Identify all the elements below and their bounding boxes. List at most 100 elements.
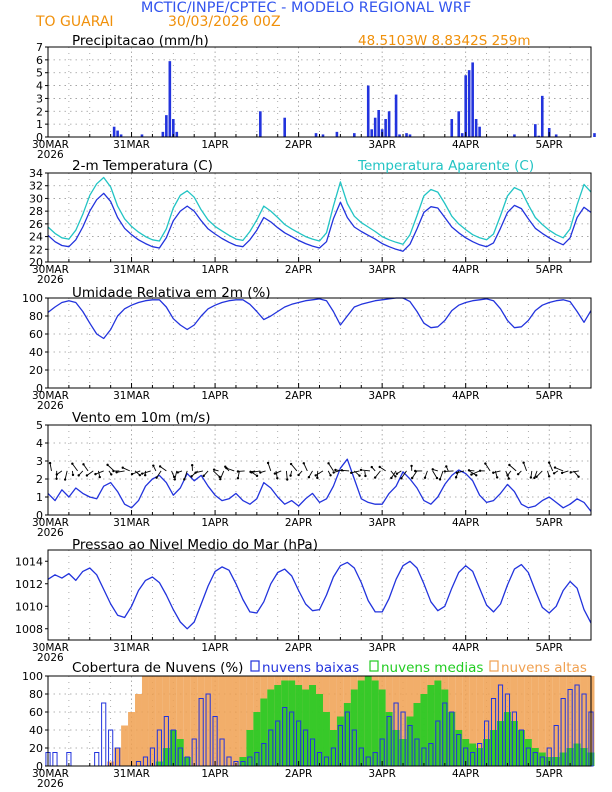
clouds-xtick-label: 4APR <box>452 768 480 780</box>
wind-arrow-head <box>115 471 118 474</box>
wind-arrow-head <box>225 466 228 470</box>
wind-arrow-head <box>55 473 59 476</box>
wind-arrow-head <box>560 471 564 475</box>
wind-arrow <box>174 470 178 480</box>
wind-arrow <box>116 470 125 473</box>
wind-arrow-head <box>394 475 397 478</box>
cloud-bar-mid <box>538 752 546 766</box>
precip-bar <box>398 134 401 137</box>
wind-arrow-head <box>94 472 97 476</box>
cloud-bar-high <box>566 676 574 766</box>
cloud-bar-low <box>101 702 107 767</box>
clouds-xtick-label: 1APR <box>201 768 229 780</box>
wind-arrow-head <box>553 466 557 469</box>
legend-high-label: nuvens altas <box>501 660 587 676</box>
temperature-series-line-1 <box>47 176 592 245</box>
clouds-title: Cobertura de Nuvens (%) <box>72 660 243 676</box>
wind-arrow-head <box>454 476 458 479</box>
pressure-xtick-label: 1APR <box>201 642 229 654</box>
cloud-bar-high <box>538 676 546 766</box>
pressure-ytick-label: 1014 <box>15 555 43 568</box>
pressure-series-line-0 <box>47 560 592 630</box>
precip-xtick-year: 2026 <box>37 149 64 161</box>
wind-arrow-head <box>158 465 162 468</box>
humidity-ytick-label: 0 <box>36 382 43 395</box>
clouds-xtick-label: 30MAR <box>32 768 69 780</box>
precip-bar <box>478 126 481 137</box>
wind-arrow <box>374 470 381 478</box>
wind-arrow-head <box>112 469 115 473</box>
wind-arrow-head <box>250 471 253 474</box>
clouds-ytick-label: 20 <box>29 742 43 755</box>
wind-arrow-head <box>410 476 414 480</box>
wind-arrow-head <box>390 476 393 480</box>
pressure-ytick-label: 1010 <box>15 600 43 613</box>
header-location: TO GUARAI <box>35 14 114 30</box>
wind-arrow <box>195 470 204 474</box>
cloud-bar-mid <box>183 757 191 766</box>
temperature-title: 2-m Temperatura (C) <box>72 158 213 174</box>
wind-arrow <box>159 466 167 472</box>
humidity-ytick-label: 40 <box>29 346 43 359</box>
cloud-bar-high <box>169 676 177 766</box>
wind-arrow-head <box>106 463 109 467</box>
cloud-bar-mid <box>441 689 449 766</box>
cloud-bar-high <box>545 676 553 766</box>
wind-xtick-label: 4APR <box>452 517 480 529</box>
temperature-xtick-label: 30MAR <box>32 264 69 276</box>
clouds-ytick-label: 40 <box>29 724 43 737</box>
wind-arrow-head <box>202 474 205 478</box>
cloud-bar-mid <box>420 694 428 766</box>
precip-bar <box>377 110 380 137</box>
header-title: MCTIC/INPE/CPTEC - MODELO REGIONAL WRF <box>141 0 471 16</box>
wind-arrow <box>219 470 225 480</box>
precip-bar <box>394 94 398 137</box>
cloud-bar-high <box>204 676 212 766</box>
precip-ytick-label: 1 <box>36 118 43 131</box>
cloud-bar-mid <box>371 680 379 766</box>
precip-ytick-label: 6 <box>36 54 43 67</box>
humidity-xtick-label: 3APR <box>368 390 396 402</box>
wind-arrow-head <box>173 478 176 481</box>
precip-bar <box>116 130 119 137</box>
cloud-bar-high <box>225 676 233 766</box>
cloud-bar-mid <box>343 703 351 766</box>
wind-arrow <box>156 470 162 478</box>
temperature-ytick-label: 30 <box>29 192 43 205</box>
cloud-bar-high <box>490 676 498 766</box>
wind-arrow-head <box>358 474 361 477</box>
wind-arrow-head <box>359 468 363 472</box>
precip-bar <box>540 95 544 137</box>
cloud-bar-high <box>141 676 149 766</box>
wind-arrow-head <box>413 469 417 473</box>
wind-ytick-label: 0 <box>36 509 43 522</box>
precip-bar <box>534 124 537 137</box>
wind-arrow-head <box>378 465 381 469</box>
cloud-bar-mid <box>162 748 170 766</box>
wind-arrow-head <box>400 477 403 480</box>
cloud-bar-mid <box>510 721 518 766</box>
pressure-ytick-label: 1008 <box>15 623 43 636</box>
wind-arrow <box>71 463 78 472</box>
clouds-ytick-label: 0 <box>36 760 43 773</box>
cloud-bar-high <box>573 676 581 766</box>
wind-arrow <box>548 462 554 472</box>
wind-arrow-head <box>130 472 134 476</box>
precip-ytick-label: 7 <box>36 41 43 54</box>
cloud-bar-high <box>462 676 470 766</box>
precip-bar <box>119 134 123 137</box>
wind-arrow <box>64 470 68 480</box>
cloud-bar-mid <box>427 685 435 766</box>
wind-arrow-head <box>140 472 144 475</box>
wind-arrow-head <box>552 472 556 475</box>
pressure-ytick-label: 1012 <box>15 578 43 591</box>
wind-arrow <box>131 470 141 475</box>
humidity-xtick-year: 2026 <box>37 400 64 412</box>
clouds-xtick-year: 2026 <box>37 778 64 790</box>
precip-xtick-label: 31MAR <box>113 139 150 151</box>
wind-arrow <box>391 470 397 479</box>
precip-bar <box>314 133 318 137</box>
cloud-bar-mid <box>176 739 184 766</box>
